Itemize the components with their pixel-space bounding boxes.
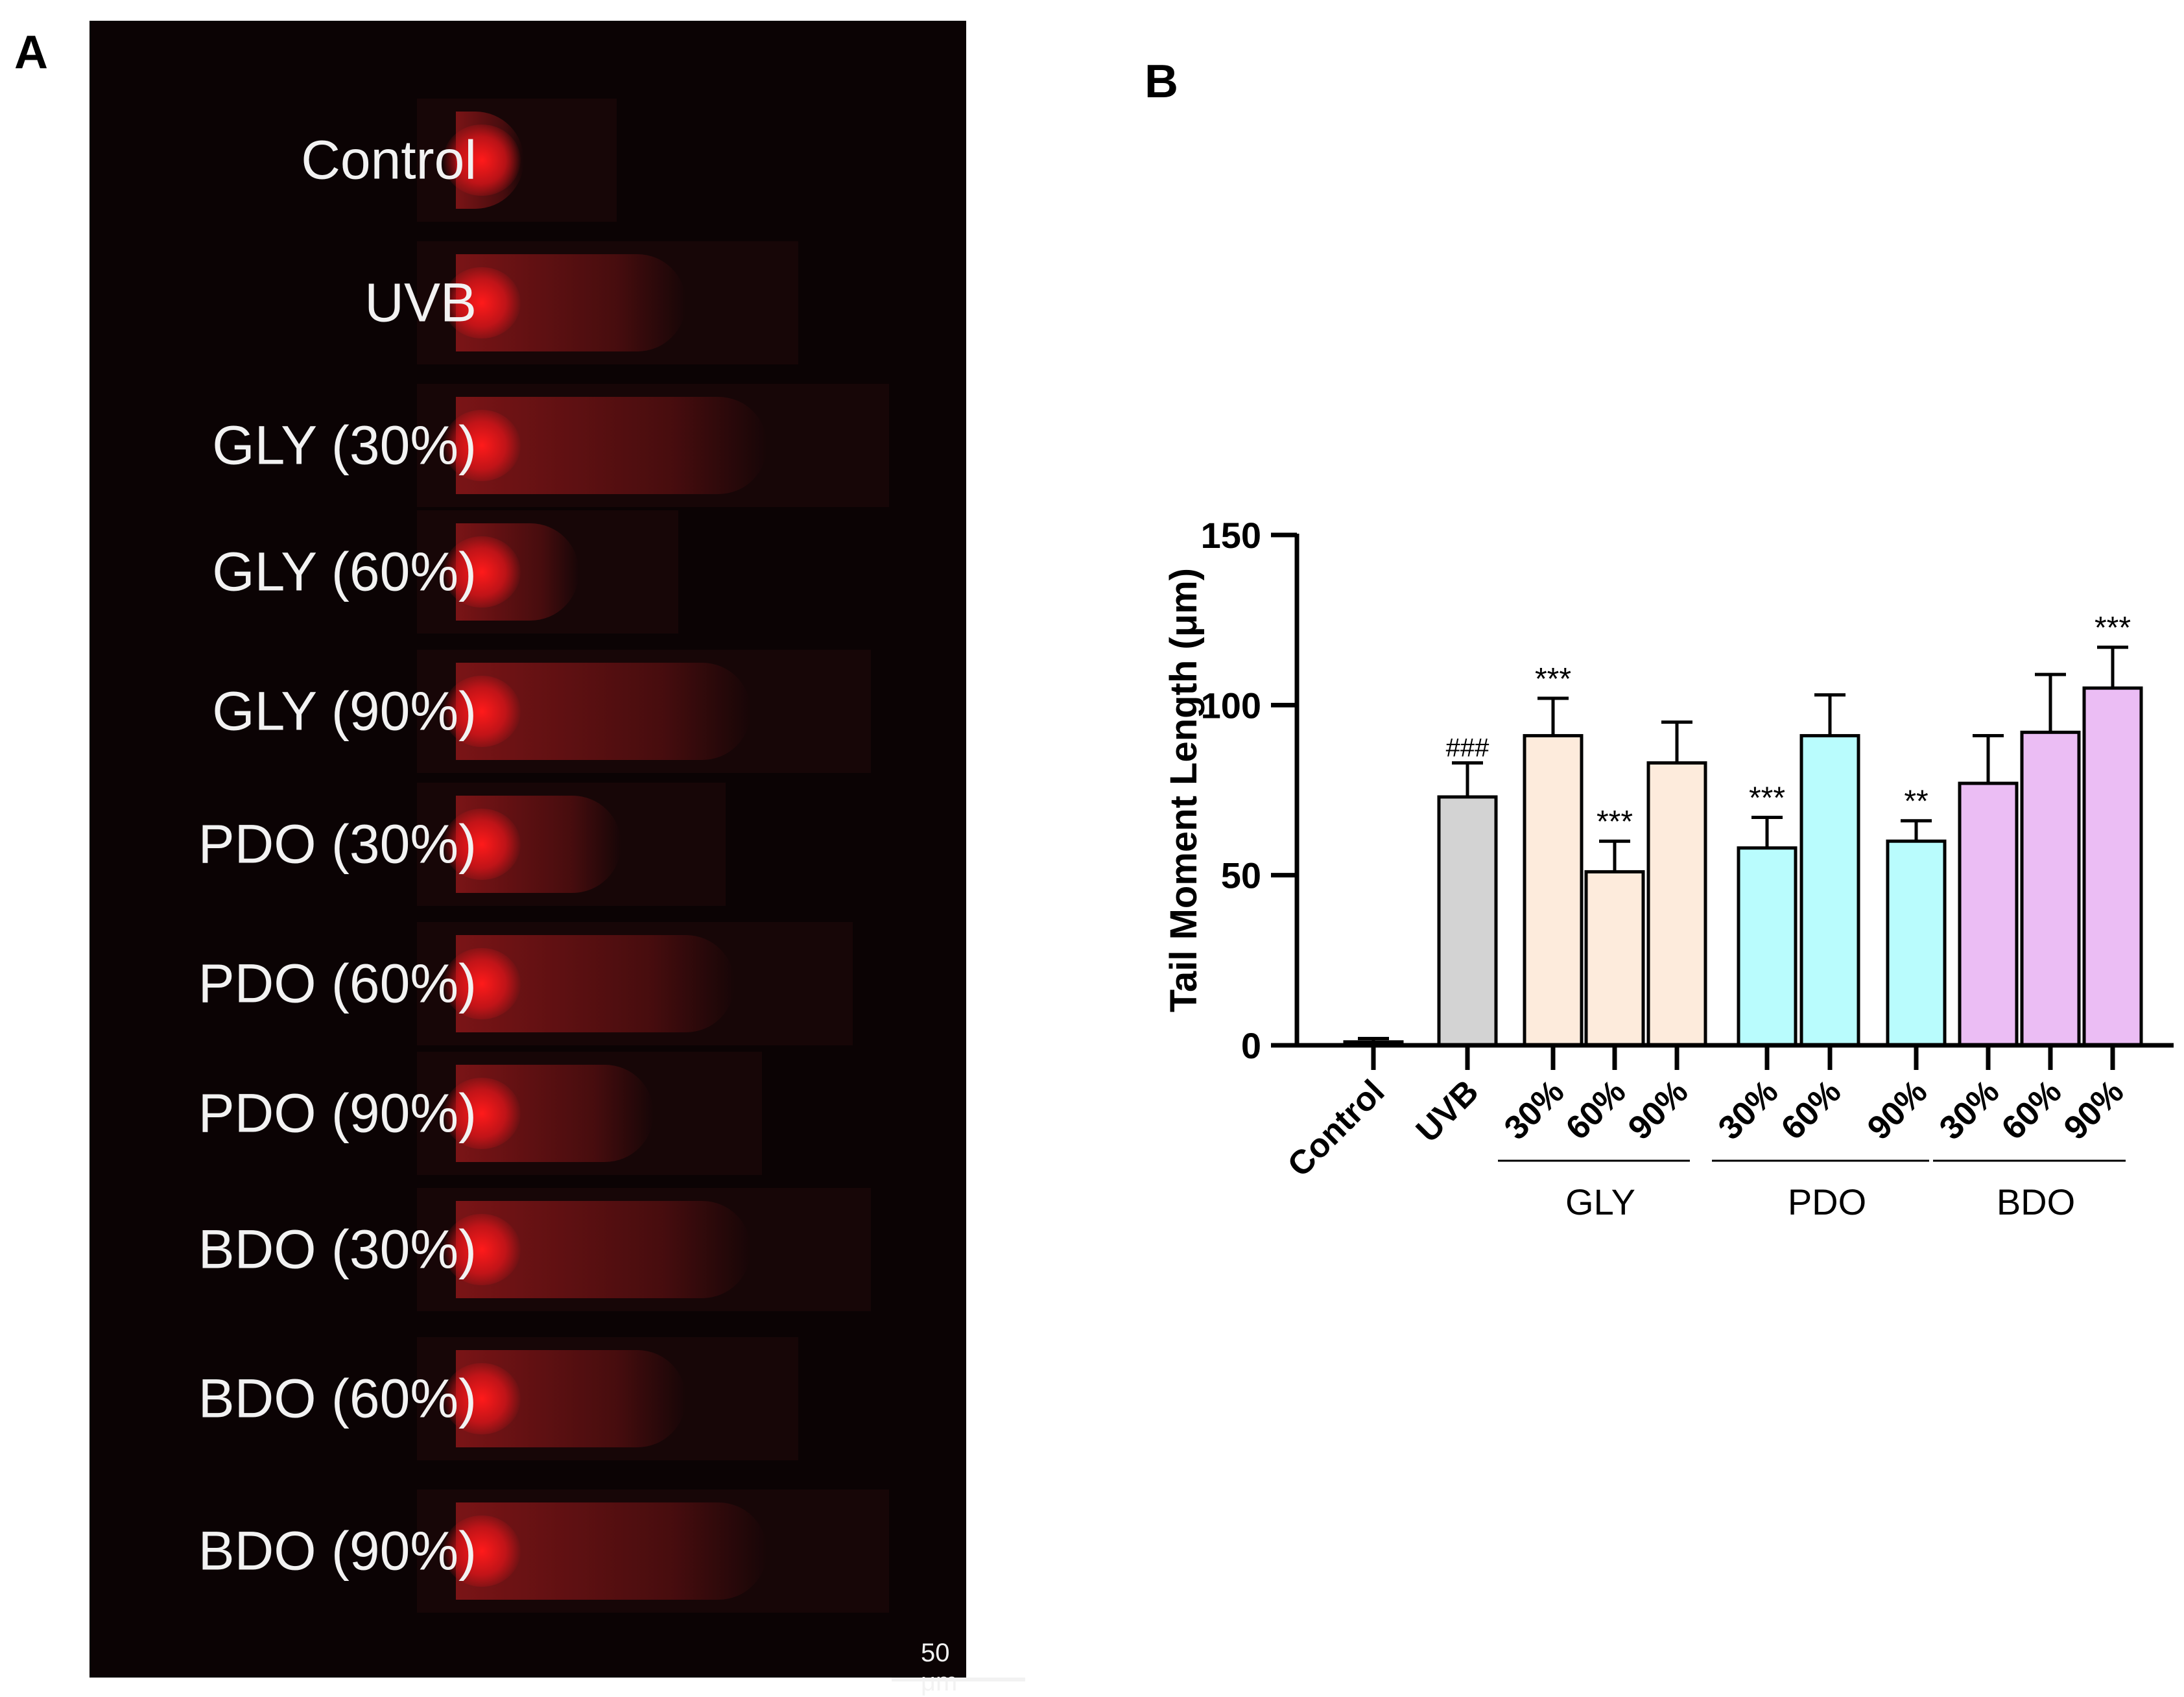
comet-image <box>417 1337 798 1460</box>
x-tick-label: 60% <box>1559 1073 1633 1147</box>
comet-head <box>443 1214 521 1285</box>
comet-image <box>417 1188 871 1311</box>
x-tick-label: 90% <box>1860 1073 1935 1147</box>
group-label: GLY <box>1565 1181 1635 1222</box>
y-tick-label: 100 <box>1201 685 1261 726</box>
comet-row: PDO (90%) <box>89 1052 966 1175</box>
comet-head <box>443 1363 521 1434</box>
scale-bar <box>892 1678 1025 1681</box>
significance-label: ** <box>1904 785 1928 819</box>
panel-b-letter: B <box>1145 56 1178 108</box>
comet-image <box>417 510 678 634</box>
bar <box>1799 734 1860 1047</box>
x-tick-label: 60% <box>1995 1073 2069 1147</box>
scale-bar-label: 50 μm <box>921 1639 958 1696</box>
comet-row-label: GLY (30%) <box>212 414 477 476</box>
y-axis-label: Tail Moment Length (μm) <box>1163 568 1205 1012</box>
bar <box>1437 795 1498 1047</box>
comet-head <box>443 410 521 481</box>
comet-head <box>443 536 521 608</box>
y-tick-label: 50 <box>1221 855 1261 896</box>
significance-label: ### <box>1446 734 1490 763</box>
bar <box>1958 781 2019 1047</box>
comet-image <box>417 922 853 1045</box>
comet-row: PDO (30%) <box>89 783 966 906</box>
comet-row-label: BDO (60%) <box>198 1368 477 1429</box>
comet-head <box>443 125 521 196</box>
comet-head <box>443 948 521 1019</box>
comet-row-label: GLY (60%) <box>212 541 477 602</box>
bar <box>1523 734 1584 1047</box>
comet-row-label: UVB <box>364 272 477 333</box>
significance-label: *** <box>1535 662 1571 696</box>
bar <box>1737 846 1798 1047</box>
comet-row-label: PDO (90%) <box>198 1082 477 1144</box>
comet-row: PDO (60%) <box>89 922 966 1045</box>
comet-row: BDO (60%) <box>89 1337 966 1460</box>
comet-image <box>417 384 889 507</box>
bar <box>2082 686 2143 1047</box>
comet-row-label: BDO (90%) <box>198 1520 477 1582</box>
comet-image <box>417 1489 889 1613</box>
comet-head <box>443 267 521 338</box>
comet-image <box>417 99 617 222</box>
group-label: PDO <box>1788 1181 1866 1222</box>
comet-row: BDO (90%) <box>89 1489 966 1613</box>
x-tick-label: 90% <box>2057 1073 2131 1147</box>
comet-row: GLY (90%) <box>89 650 966 773</box>
significance-label: *** <box>2095 611 2131 645</box>
comet-head <box>443 1078 521 1149</box>
group-label: BDO <box>1997 1181 2075 1222</box>
bar <box>1584 870 1645 1047</box>
x-tick-label: 30% <box>1497 1073 1572 1147</box>
comet-row: UVB <box>89 241 966 364</box>
comet-image <box>417 650 871 773</box>
x-tick-label: UVB <box>1409 1073 1486 1150</box>
x-tick-label: Control <box>1281 1073 1392 1184</box>
comet-head <box>443 1515 521 1587</box>
x-tick-label: 30% <box>1711 1073 1786 1147</box>
x-tick-label: 90% <box>1621 1073 1696 1147</box>
comet-assay-panel: 50 μm Control UVB GLY (30%) GLY (60%) GLY (9… <box>89 21 1025 1696</box>
comet-row-label: GLY (90%) <box>212 680 477 742</box>
comet-row-label: Control <box>301 129 477 191</box>
comet-row: BDO (30%) <box>89 1188 966 1311</box>
comet-head <box>443 676 521 747</box>
panel-a-letter: A <box>14 27 48 78</box>
bar <box>2020 730 2081 1047</box>
comet-image <box>417 1052 762 1175</box>
significance-label: *** <box>1749 781 1785 815</box>
y-tick-label: 150 <box>1201 515 1261 556</box>
comet-row: GLY (30%) <box>89 384 966 507</box>
comet-row-label: BDO (30%) <box>198 1218 477 1280</box>
bar <box>1646 761 1707 1047</box>
y-tick-label: 0 <box>1241 1025 1261 1066</box>
bar <box>1886 839 1947 1047</box>
comet-image <box>417 241 798 364</box>
comet-row-label: PDO (60%) <box>198 953 477 1014</box>
x-tick-label: 60% <box>1774 1073 1849 1147</box>
x-tick-label: 30% <box>1932 1073 2007 1147</box>
comet-image <box>417 783 726 906</box>
significance-label: *** <box>1596 805 1633 839</box>
comet-head <box>443 809 521 880</box>
comet-row-label: PDO (30%) <box>198 813 477 875</box>
comet-row: Control <box>89 99 966 222</box>
comet-row: GLY (60%) <box>89 510 966 634</box>
